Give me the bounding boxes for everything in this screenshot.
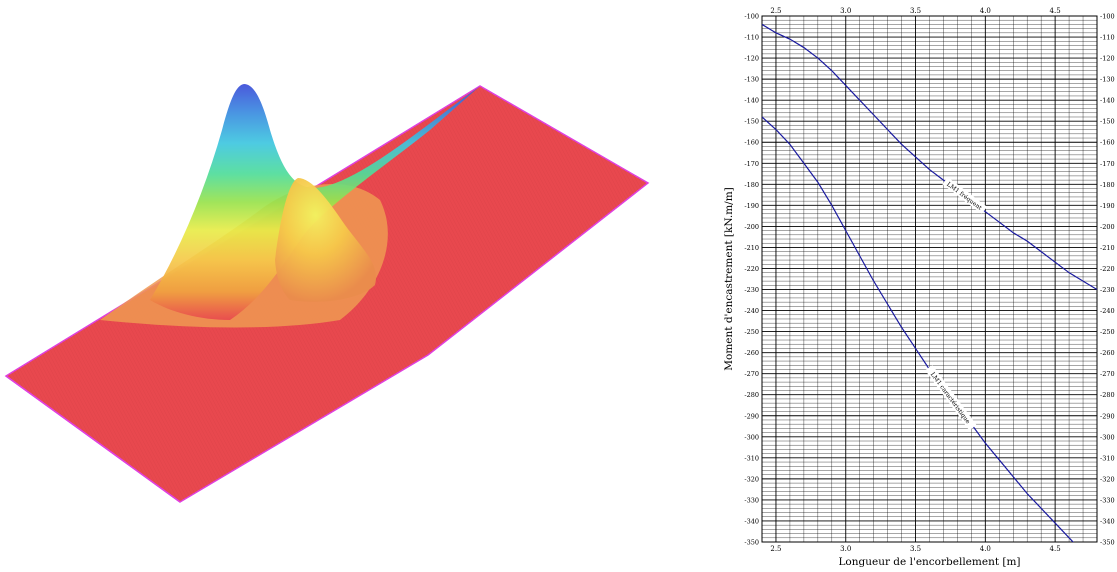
y-tick-label: -340 [1100, 517, 1115, 525]
y-tick-labels-left: -100 -110 -120 -130 -140 -150 -160 -170 -180 -190… [744, 13, 759, 547]
y-tick-label: -250 [744, 328, 759, 336]
y-tick-label: -130 [744, 76, 759, 84]
series-label-group: LM1 fréquent [942, 177, 988, 214]
y-tick-label: -350 [1100, 539, 1115, 547]
y-tick-label: -260 [1100, 349, 1115, 357]
influence-surface-plot [4, 84, 650, 503]
series-label: LM1 caractéristique [929, 371, 972, 425]
y-tick-label: -130 [1100, 76, 1115, 84]
x-tick-label: 4.0 [980, 545, 991, 553]
series-label-group: LM1 caractéristique [925, 364, 977, 431]
y-tick-label: -230 [744, 286, 759, 294]
y-tick-label: -240 [1100, 307, 1115, 315]
x-tick-label: 4.0 [980, 7, 991, 15]
y-tick-label: -320 [1100, 475, 1115, 483]
y-tick-label: -220 [744, 265, 759, 273]
y-tick-label: -180 [1100, 181, 1115, 189]
y-tick-label: -180 [744, 181, 759, 189]
y-tick-label: -200 [1100, 223, 1115, 231]
y-tick-label: -170 [1100, 160, 1115, 168]
y-axis-label: Moment d'encastrement [kN.m/m] [723, 187, 735, 370]
x-tick-label: 4.5 [1050, 545, 1061, 553]
x-tick-label: 2.5 [770, 545, 781, 553]
y-tick-label: -330 [1100, 496, 1115, 504]
y-tick-label: -280 [744, 391, 759, 399]
x-tick-label: 3.5 [910, 545, 921, 553]
y-tick-label: -100 [744, 13, 759, 21]
y-tick-label: -110 [1100, 34, 1115, 42]
chart-frame [761, 15, 1098, 543]
y-tick-label: -280 [1100, 391, 1115, 399]
moment-chart: 2.5 3.0 3.5 4.0 4.5 2.5 3.0 3.5 4.0 4.5 -100 -110… [723, 7, 1115, 568]
x-axis-label: Longueur de l'encorbellement [m] [838, 556, 1020, 568]
y-tick-label: -330 [744, 496, 759, 504]
y-tick-label: -220 [1100, 265, 1115, 273]
y-tick-label: -250 [1100, 328, 1115, 336]
y-tick-label: -290 [1100, 412, 1115, 420]
y-tick-labels-right: -100 -110 -120 -130 -140 -150 -160 -170 -180 -190… [1100, 13, 1115, 547]
y-tick-label: -110 [744, 34, 759, 42]
y-tick-label: -210 [1100, 244, 1115, 252]
x-tick-labels-top: 2.5 3.0 3.5 4.0 4.5 [770, 7, 1060, 15]
chart-series-labels: LM1 fréquent LM1 caractéristique [925, 177, 988, 431]
y-tick-label: -320 [744, 475, 759, 483]
series-line [762, 23, 1097, 291]
x-tick-labels-bottom: 2.5 3.0 3.5 4.0 4.5 [770, 545, 1060, 553]
y-tick-label: -150 [1100, 118, 1115, 126]
y-tick-label: -210 [744, 244, 759, 252]
surface-bump [275, 178, 376, 302]
y-tick-label: -100 [1100, 13, 1115, 21]
y-tick-label: -300 [744, 433, 759, 441]
y-tick-label: -310 [1100, 454, 1115, 462]
x-tick-label: 3.5 [910, 7, 921, 15]
y-tick-label: -340 [744, 517, 759, 525]
y-tick-label: -160 [744, 139, 759, 147]
y-tick-label: -290 [744, 412, 759, 420]
series-label: LM1 fréquent [945, 181, 983, 212]
y-tick-label: -190 [744, 202, 759, 210]
chart-major-grid [762, 15, 1097, 543]
y-tick-label: -160 [1100, 139, 1115, 147]
x-tick-label: 4.5 [1050, 7, 1061, 15]
y-tick-label: -350 [744, 539, 759, 547]
y-tick-label: -310 [744, 454, 759, 462]
y-tick-label: -230 [1100, 286, 1115, 294]
y-tick-label: -270 [1100, 370, 1115, 378]
y-tick-label: -170 [744, 160, 759, 168]
y-tick-label: -270 [744, 370, 759, 378]
y-tick-label: -120 [744, 55, 759, 63]
chart-minor-grid [761, 16, 1098, 542]
y-tick-label: -150 [744, 118, 759, 126]
y-tick-label: -140 [744, 97, 759, 105]
x-tick-label: 3.0 [840, 545, 851, 553]
x-tick-label: 3.0 [840, 7, 851, 15]
y-tick-label: -260 [744, 349, 759, 357]
y-tick-label: -190 [1100, 202, 1115, 210]
y-tick-label: -240 [744, 307, 759, 315]
x-tick-label: 2.5 [770, 7, 781, 15]
surface-edge [5, 375, 181, 503]
series-label-background [925, 364, 977, 431]
y-tick-label: -120 [1100, 55, 1115, 63]
series-label-background [942, 177, 988, 214]
y-tick-label: -200 [744, 223, 759, 231]
y-tick-label: -300 [1100, 433, 1115, 441]
y-tick-label: -140 [1100, 97, 1115, 105]
